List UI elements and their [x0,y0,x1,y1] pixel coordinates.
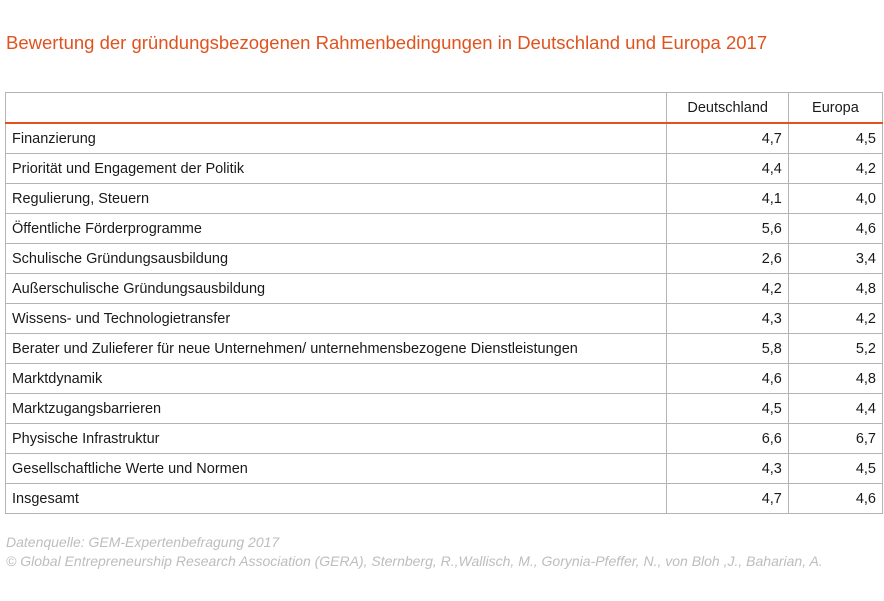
chart-title: Bewertung der gründungsbezogenen Rahmenb… [6,32,768,53]
table-row: Priorität und Engagement der Politik 4,4 4… [4,153,884,184]
source-line-2: © Global Entrepreneurship Research Assoc… [6,553,823,569]
row-label: Öffentliche Förderprogramme [4,213,668,244]
value-deutschland: 4,2 [666,273,789,304]
row-label: Wissens- und Technologietransfer [4,303,668,334]
value-deutschland: 4,7 [666,122,789,154]
table-row: Berater und Zulieferer für neue Unterneh… [4,333,884,364]
value-deutschland: 5,8 [666,333,789,364]
table-row: Insgesamt 4,7 4,6 [4,483,884,514]
table-row: Marktdynamik 4,6 4,8 [4,363,884,394]
value-europa: 4,2 [787,153,884,184]
value-deutschland: 6,6 [666,423,789,454]
row-label: Schulische Gründungsausbildung [4,243,668,274]
value-europa: 4,5 [787,453,884,484]
row-label: Priorität und Engagement der Politik [4,153,668,184]
row-label: Finanzierung [4,122,668,154]
table-row: Außerschulische Gründungsausbildung 4,2 4,… [4,273,884,304]
value-deutschland: 4,5 [666,393,789,424]
header-label [4,92,668,124]
value-deutschland: 4,1 [666,183,789,214]
value-europa: 6,7 [787,423,884,454]
table-row: Regulierung, Steuern 4,1 4,0 [4,183,884,214]
table-row: Marktzugangsbarrieren 4,5 4,4 [4,393,884,424]
table-header-row: Deutschland Europa [4,92,884,124]
source-line-1: Datenquelle: GEM-Expertenbefragung 2017 [6,534,280,550]
value-deutschland: 5,6 [666,213,789,244]
value-deutschland: 4,4 [666,153,789,184]
table-row: Wissens- und Technologietransfer 4,3 4,2 [4,303,884,334]
value-europa: 4,6 [787,213,884,244]
value-europa: 5,2 [787,333,884,364]
header-deutschland: Deutschland [666,92,789,124]
row-label: Berater und Zulieferer für neue Unterneh… [4,333,668,364]
row-label: Gesellschaftliche Werte und Normen [4,453,668,484]
value-europa: 4,8 [787,273,884,304]
row-label: Insgesamt [4,483,668,514]
value-deutschland: 4,3 [666,453,789,484]
value-deutschland: 4,3 [666,303,789,334]
table-row: Physische Infrastruktur 6,6 6,7 [4,423,884,454]
row-label: Marktzugangsbarrieren [4,393,668,424]
table-row: Schulische Gründungsausbildung 2,6 3,4 [4,243,884,274]
value-europa: 3,4 [787,243,884,274]
value-europa: 4,8 [787,363,884,394]
value-europa: 4,0 [787,183,884,214]
table-row: Öffentliche Förderprogramme 5,6 4,6 [4,213,884,244]
value-europa: 4,2 [787,303,884,334]
table-body: Finanzierung 4,7 4,5 Priorität und Engageme… [4,122,884,514]
value-deutschland: 2,6 [666,243,789,274]
row-label: Außerschulische Gründungsausbildung [4,273,668,304]
value-europa: 4,5 [787,122,884,154]
value-deutschland: 4,7 [666,483,789,514]
table-row: Finanzierung 4,7 4,5 [4,122,884,154]
header-europa: Europa [787,92,884,124]
data-table: Deutschland Europa Finanzierung 4,7 4,5 Pri… [4,92,884,514]
value-deutschland: 4,6 [666,363,789,394]
row-label: Marktdynamik [4,363,668,394]
row-label: Physische Infrastruktur [4,423,668,454]
source-note: Datenquelle: GEM-Expertenbefragung 2017 … [6,533,823,571]
value-europa: 4,6 [787,483,884,514]
row-label: Regulierung, Steuern [4,183,668,214]
table-row: Gesellschaftliche Werte und Normen 4,3 4,5 [4,453,884,484]
value-europa: 4,4 [787,393,884,424]
